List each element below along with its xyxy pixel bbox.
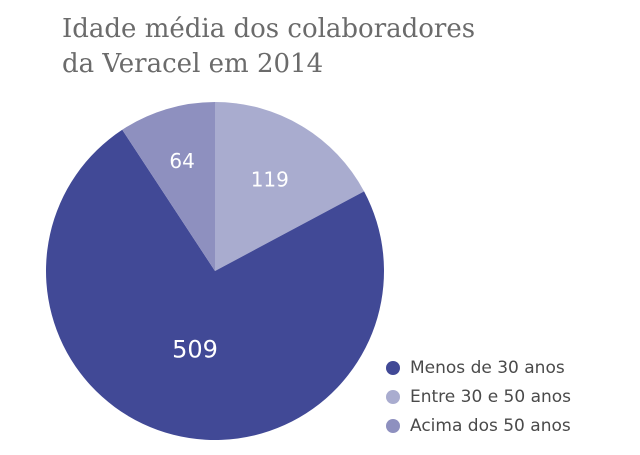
legend-item-acima-50: Acima dos 50 anos: [386, 411, 571, 440]
data-label-menos-30: 509: [172, 336, 218, 364]
pie-slice-menos-30: [45, 129, 385, 441]
legend-swatch-menos-30: [386, 360, 400, 375]
chart-title-line-1: Idade média dos colaboradores: [62, 14, 476, 44]
data-label-acima-50: 64: [169, 149, 194, 173]
pie-data-labels: 119 509 64: [169, 149, 289, 364]
legend-label-menos-30: Menos de 30 anos: [410, 357, 565, 378]
pie-slice-acima-50: [122, 102, 215, 271]
legend-swatch-acima-50: [386, 418, 400, 433]
data-label-entre-30-50: 119: [251, 168, 289, 192]
legend-label-acima-50: Acima dos 50 anos: [410, 415, 571, 436]
pie-slice-entre-30-50: [215, 102, 365, 271]
pie-slices: [45, 102, 385, 441]
legend-label-entre-30-50: Entre 30 e 50 anos: [410, 386, 572, 407]
chart-legend: Menos de 30 anos Entre 30 e 50 anos Acim…: [386, 353, 571, 440]
legend-item-menos-30: Menos de 30 anos: [386, 353, 571, 382]
legend-item-entre-30-50: Entre 30 e 50 anos: [386, 382, 571, 411]
chart-title-line-2: da Veracel em 2014: [62, 49, 324, 79]
chart-title: Idade média dos colaboradores da Veracel…: [62, 12, 542, 82]
legend-swatch-entre-30-50: [386, 389, 400, 404]
